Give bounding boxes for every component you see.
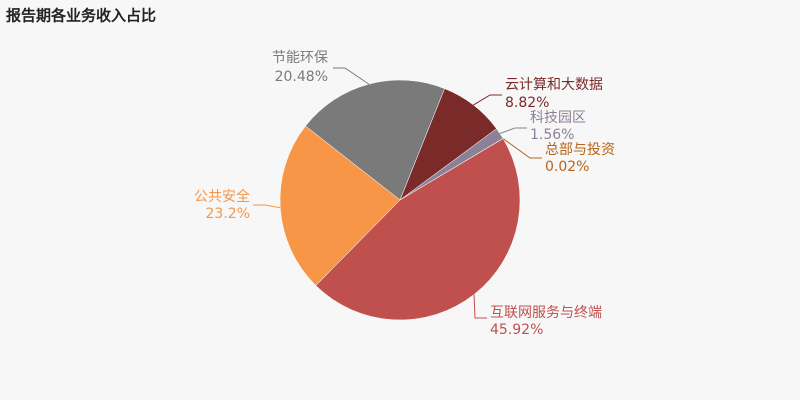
chart-title: 报告期各业务收入占比	[6, 7, 156, 25]
slice-label: 科技园区	[530, 110, 586, 126]
slice-value: 0.02%	[545, 159, 589, 175]
leader-line	[473, 94, 502, 106]
pie-slice	[305, 79, 445, 201]
leader-line	[499, 127, 527, 134]
slice-value: 45.92%	[490, 322, 543, 338]
leader-line	[253, 204, 281, 209]
slice-value: 23.2%	[206, 206, 250, 222]
slice-label: 总部与投资	[545, 142, 615, 158]
slice-label: 互联网服务与终端	[490, 305, 602, 321]
leader-line	[502, 138, 542, 159]
slice-value: 8.82%	[505, 95, 549, 111]
slice-label: 公共安全	[194, 188, 250, 205]
slice-value: 20.48%	[275, 69, 328, 85]
leader-line	[473, 294, 487, 319]
slice-label: 节能环保	[272, 50, 328, 66]
slice-value: 1.56%	[530, 127, 574, 143]
leader-line	[333, 67, 370, 85]
slice-label: 云计算和大数据	[505, 77, 603, 93]
pie-slice	[279, 125, 401, 286]
